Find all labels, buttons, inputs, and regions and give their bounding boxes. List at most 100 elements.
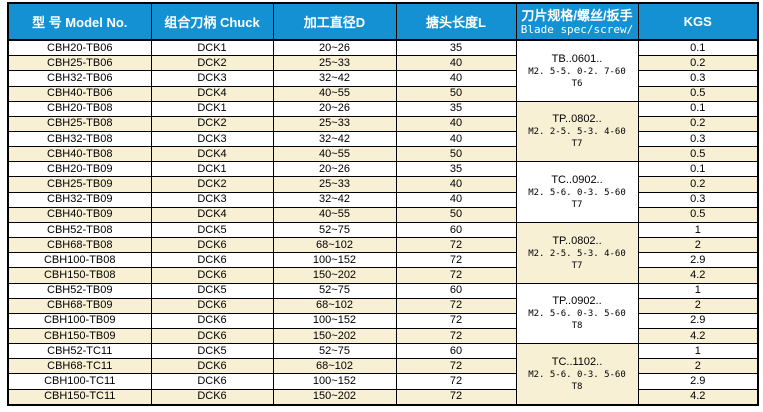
table-row: CBH32-TB09 DCK3 32~42 40 0.3 [7, 191, 759, 208]
table-row: CBH20-TB06 DCK1 20~26 35 TB..0601.. M2. 5-5. … [7, 39, 759, 102]
cell-model-no: CBH20-TB06 [7, 39, 152, 57]
cell-kgs: 0.5 [637, 146, 759, 163]
table-row: CBH52-TB08 DCK5 52~75 60 TP..0802.. M2. 2-5. … [7, 221, 759, 284]
blade-spec-line2: M2. 2-5. 5-3. 4-60 [528, 127, 626, 138]
cell-blade-spec-group: TC..1102.. M2. 5-6. 0-3. 5-60 T8 [515, 343, 639, 406]
table-row: CBH40-TB09 DCK4 40~55 50 0.5 [7, 206, 759, 223]
cell-kgs: 0.2 [637, 176, 759, 193]
cell-boring-length: 35 [395, 100, 517, 117]
cell-machining-diameter: 25~33 [272, 115, 397, 132]
cell-boring-length: 35 [395, 39, 517, 57]
table-row: CBH68-TC11 DCK6 68~102 72 2 [7, 358, 759, 375]
blade-spec-line2: M2. 5-5. 0-2. 7-60 [528, 66, 626, 77]
cell-model-no: CBH32-TB06 [7, 70, 152, 87]
cell-machining-diameter: 150~202 [272, 328, 397, 345]
cell-boring-length: 40 [395, 191, 517, 208]
header-blade-spec-zh: 刀片规格/螺丝/扳手 [521, 7, 633, 23]
cell-boring-length: 40 [395, 176, 517, 193]
cell-model-no: CBH150-TC11 [7, 388, 152, 406]
header-blade-spec: 刀片规格/螺丝/扳手 Blade spec/screw/ [515, 2, 639, 41]
cell-machining-diameter: 100~152 [272, 312, 397, 330]
cell-blade-spec-group: TP..0802.. M2. 2-5. 5-3. 4-60 T7 [515, 221, 639, 284]
cell-chuck: DCK6 [150, 237, 274, 254]
cell-model-no: CBH25-TB09 [7, 176, 152, 193]
blade-spec-line3: T6 [571, 78, 583, 89]
cell-boring-length: 60 [395, 221, 517, 239]
cell-chuck: DCK4 [150, 146, 274, 163]
cell-chuck: DCK6 [150, 388, 274, 406]
blade-spec-line1: TC..1102.. [551, 356, 603, 369]
cell-chuck: DCK6 [150, 267, 274, 284]
cell-machining-diameter: 68~102 [272, 358, 397, 375]
cell-model-no: CBH32-TB09 [7, 191, 152, 208]
cell-model-no: CBH150-TB09 [7, 328, 152, 345]
cell-kgs: 2 [637, 237, 759, 254]
header-kgs: KGS [637, 2, 759, 41]
cell-model-no: CBH40-TB09 [7, 206, 152, 223]
header-machining-diameter: 加工直径D [272, 2, 397, 41]
cell-machining-diameter: 52~75 [272, 282, 397, 299]
blade-spec-line2: M2. 5-6. 0-3. 5-60 [528, 370, 626, 381]
cell-boring-length: 40 [395, 70, 517, 87]
table-row: CBH25-TB08 DCK2 25~33 40 0.2 [7, 115, 759, 132]
cell-machining-diameter: 150~202 [272, 388, 397, 406]
cell-chuck: DCK5 [150, 221, 274, 239]
cell-kgs: 0.1 [637, 39, 759, 57]
cell-boring-length: 72 [395, 328, 517, 345]
cell-boring-length: 35 [395, 161, 517, 178]
cell-model-no: CBH68-TC11 [7, 358, 152, 375]
cell-model-no: CBH100-TB08 [7, 252, 152, 269]
cell-machining-diameter: 25~33 [272, 176, 397, 193]
cell-chuck: DCK3 [150, 191, 274, 208]
cell-boring-length: 72 [395, 267, 517, 284]
cell-kgs: 0.3 [637, 130, 759, 148]
cell-kgs: 0.2 [637, 55, 759, 72]
cell-boring-length: 72 [395, 373, 517, 390]
cell-chuck: DCK3 [150, 130, 274, 148]
table-row: CBH100-TB09 DCK6 100~152 72 2.9 [7, 312, 759, 330]
cell-machining-diameter: 40~55 [272, 85, 397, 102]
cell-blade-spec-group: TP..0802.. M2. 2-5. 5-3. 4-60 T7 [515, 100, 639, 163]
blade-spec-line3: T7 [571, 260, 583, 271]
cell-model-no: CBH52-TB09 [7, 282, 152, 299]
table-row: CBH52-TB09 DCK5 52~75 60 TP..0902.. M2. 5-6. … [7, 282, 759, 345]
table-row: CBH68-TB09 DCK6 68~102 72 2 [7, 297, 759, 314]
header-blade-spec-en: Blade spec/screw/ [520, 22, 634, 36]
cell-model-no: CBH52-TC11 [7, 343, 152, 360]
cell-kgs: 0.2 [637, 115, 759, 132]
table-body: CBH20-TB06 DCK1 20~26 35 TB..0601.. M2. 5-5. … [7, 39, 759, 406]
cell-boring-length: 40 [395, 130, 517, 148]
table-row: CBH150-TC11 DCK6 150~202 72 4.2 [7, 388, 759, 406]
cell-machining-diameter: 40~55 [272, 206, 397, 223]
blade-spec-line2: M2. 5-6. 0-3. 5-60 [528, 309, 626, 320]
cell-boring-length: 72 [395, 388, 517, 406]
cell-chuck: DCK5 [150, 282, 274, 299]
cell-boring-length: 60 [395, 282, 517, 299]
cell-machining-diameter: 32~42 [272, 191, 397, 208]
cell-model-no: CBH20-TB09 [7, 161, 152, 178]
cell-machining-diameter: 52~75 [272, 221, 397, 239]
cell-kgs: 4.2 [637, 388, 759, 406]
blade-spec-line3: T7 [571, 139, 583, 150]
cell-boring-length: 72 [395, 312, 517, 330]
blade-spec-line1: TP..0802.. [552, 113, 602, 126]
blade-spec-line3: T8 [571, 382, 583, 393]
cell-machining-diameter: 150~202 [272, 267, 397, 284]
table-row: CBH40-TB06 DCK4 40~55 50 0.5 [7, 85, 759, 102]
cell-kgs: 0.1 [637, 161, 759, 178]
cell-boring-length: 72 [395, 297, 517, 314]
cell-blade-spec-group: TB..0601.. M2. 5-5. 0-2. 7-60 T6 [515, 39, 639, 102]
table-row: CBH25-TB09 DCK2 25~33 40 0.2 [7, 176, 759, 193]
cell-boring-length: 40 [395, 115, 517, 132]
cell-blade-spec-group: TP..0902.. M2. 5-6. 0-3. 5-60 T8 [515, 282, 639, 345]
cell-chuck: DCK2 [150, 176, 274, 193]
cell-kgs: 1 [637, 221, 759, 239]
cell-chuck: DCK3 [150, 70, 274, 87]
cell-kgs: 1 [637, 282, 759, 299]
cell-machining-diameter: 32~42 [272, 130, 397, 148]
cell-model-no: CBH20-TB08 [7, 100, 152, 117]
cell-boring-length: 72 [395, 358, 517, 375]
cell-machining-diameter: 68~102 [272, 237, 397, 254]
table-row: CBH32-TB06 DCK3 32~42 40 0.3 [7, 70, 759, 87]
cell-kgs: 2.9 [637, 252, 759, 269]
